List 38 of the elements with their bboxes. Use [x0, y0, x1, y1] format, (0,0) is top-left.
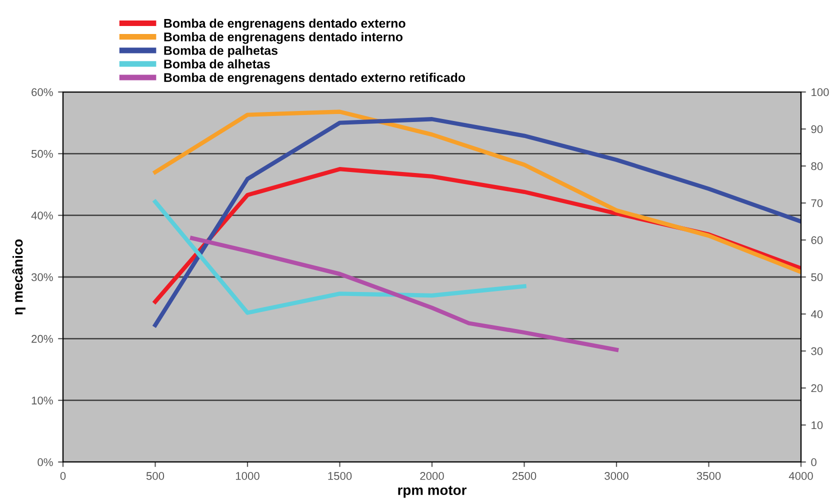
y2-tick-label: 100: [812, 88, 829, 96]
x-tick-label: 2500: [512, 472, 536, 480]
y2-tick-label: 90: [811, 125, 823, 134]
x-tick-label: 0: [60, 472, 66, 480]
y-tick-label: 30%: [31, 273, 53, 282]
y-tick-label: 50%: [31, 150, 53, 158]
x-tick-label: 1000: [236, 472, 260, 480]
y2-tick-label: 80: [811, 162, 823, 170]
legend-label: Bomba de engrenagens dentado interno: [164, 32, 403, 44]
x-tick-label: 3500: [696, 472, 721, 480]
legend-label: Bomba de palhetas: [164, 46, 278, 58]
y2-tick-label: 70: [811, 199, 823, 208]
line-series: [190, 236, 619, 352]
legend-label: Bomba de engrenagens dentado externo: [164, 18, 406, 30]
x-tick-label: 500: [146, 472, 164, 480]
legend-label: Bomba de alhetas: [164, 59, 270, 68]
line-series: [153, 200, 526, 315]
x-tick-label: 3000: [604, 472, 628, 480]
y2-tick-label: 10: [812, 421, 823, 430]
y2-tick-label: 30: [811, 347, 823, 356]
y2-tick-label: 40: [810, 310, 823, 318]
y2-tick-label: 60: [811, 236, 823, 244]
y-tick-label: 10%: [32, 396, 53, 404]
y-tick-label: 20%: [32, 334, 53, 343]
x-tick-label: 1500: [328, 472, 352, 480]
y2-tick-label: 20: [811, 384, 823, 392]
x-axis-title: rpm motor: [398, 486, 467, 498]
x-tick-label: 2000: [420, 472, 444, 480]
y-axis-title: η mecânico: [12, 239, 26, 314]
line-series: [153, 117, 801, 328]
y-tick-label: 60%: [32, 88, 53, 96]
line-series: [153, 110, 801, 274]
x-tick-label: 4000: [788, 472, 813, 480]
y2-tick-label: 50: [811, 273, 823, 282]
y-tick-label: 0%: [38, 458, 53, 466]
y-tick-label: 40%: [31, 212, 53, 220]
y2-tick-label: 0: [811, 458, 816, 466]
legend-label: Bomba de engrenagens dentado externo retificado: [164, 72, 466, 84]
